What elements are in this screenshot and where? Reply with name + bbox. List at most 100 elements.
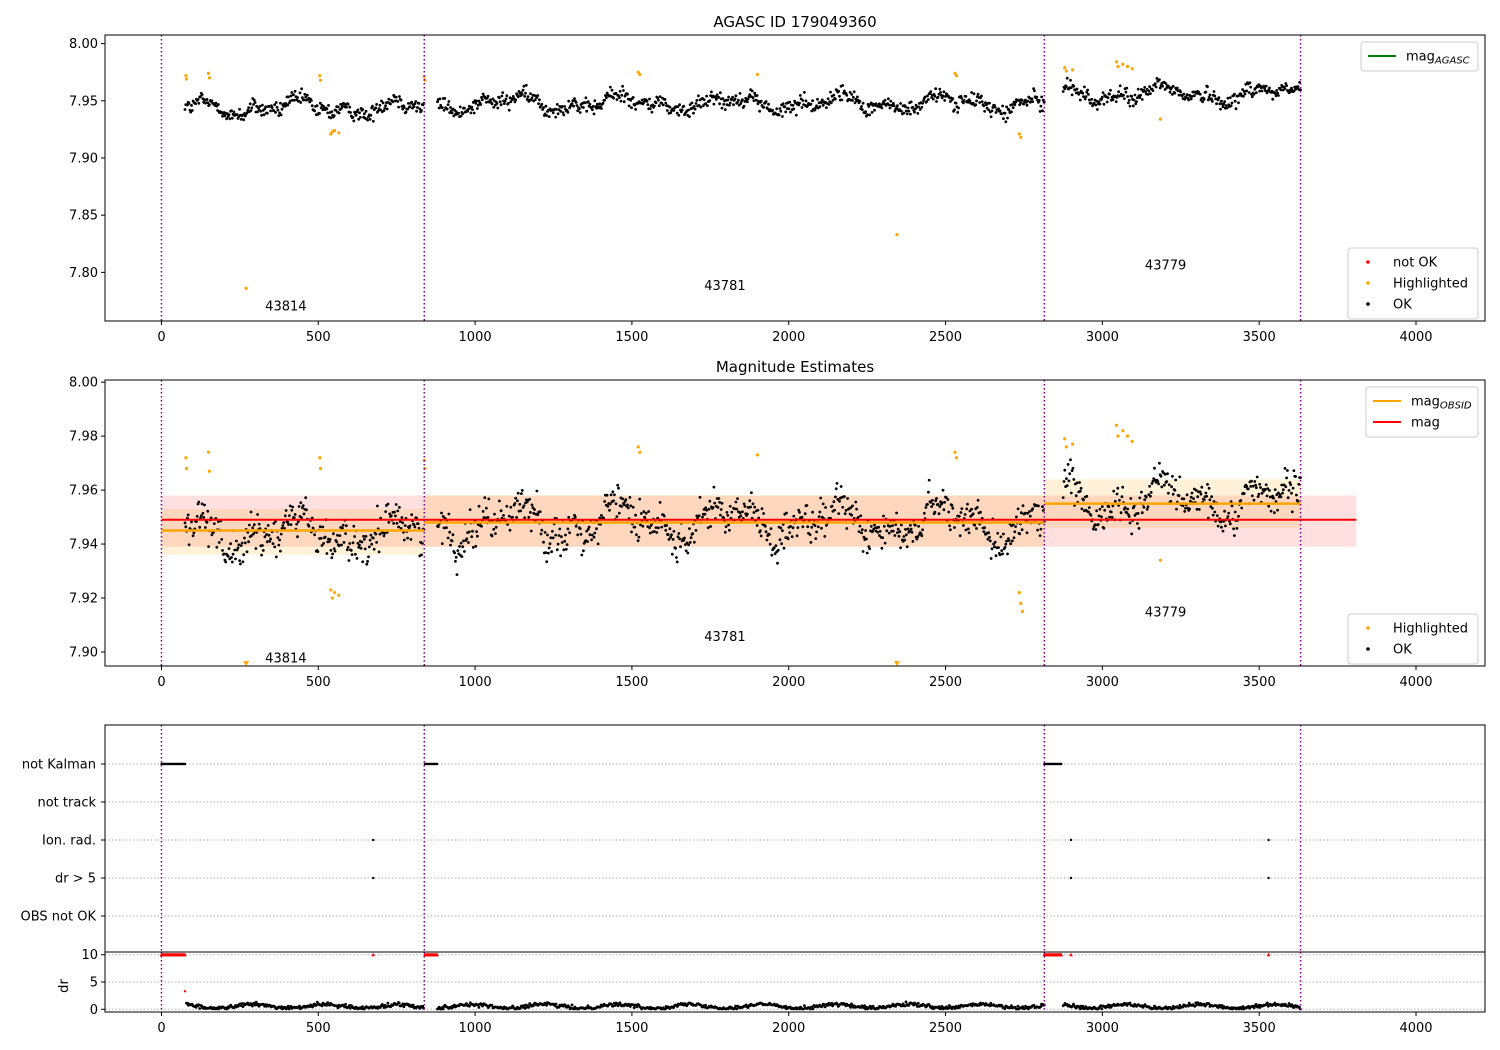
data-point-ok — [692, 540, 696, 544]
data-point-ok — [608, 502, 612, 506]
x-tick-label: 2500 — [929, 330, 962, 345]
data-point-ok — [885, 529, 889, 533]
data-point-ok — [869, 101, 873, 105]
data-point-ok — [746, 97, 750, 101]
data-point-ok — [1021, 504, 1025, 508]
data-point-ok — [671, 538, 675, 541]
data-point-ok — [259, 109, 263, 113]
data-point-highlighted — [638, 72, 642, 77]
data-point-ok — [199, 514, 203, 517]
data-point-ok — [498, 96, 501, 100]
data-point-ok — [964, 95, 968, 98]
data-point-ok — [443, 97, 447, 100]
data-point-ok — [571, 99, 575, 103]
data-point-ok — [508, 528, 512, 532]
data-point-ok — [460, 555, 464, 558]
data-point-ok — [247, 106, 251, 110]
data-point-ok — [941, 94, 945, 98]
data-point-ok — [1171, 492, 1175, 496]
obsid-label: 43814 — [265, 651, 306, 666]
data-point-ok — [629, 504, 633, 508]
data-point-ok — [396, 509, 400, 513]
data-point-ok — [368, 117, 372, 121]
data-point-ok — [289, 523, 293, 526]
data-point-ok — [751, 502, 755, 506]
data-point-ok — [1162, 483, 1166, 487]
flag-row-label: OBS not OK — [21, 910, 97, 925]
data-point-ok — [858, 99, 862, 103]
data-point-ok — [265, 111, 269, 115]
data-point-ok — [383, 106, 387, 110]
data-point-ok — [1010, 539, 1014, 543]
data-point-ok — [682, 104, 686, 108]
data-point-ok — [243, 536, 246, 540]
data-point-ok — [871, 529, 875, 533]
data-point-ok — [538, 510, 542, 514]
data-point-ok — [325, 552, 329, 555]
data-point-ok — [956, 111, 960, 114]
data-point-ok — [1007, 539, 1011, 542]
data-point-ok — [831, 99, 835, 102]
data-point-ok — [832, 93, 836, 97]
data-point-ok — [445, 107, 449, 111]
data-point-ok — [299, 101, 303, 104]
data-point-ok — [818, 105, 822, 108]
data-point-ok — [1299, 88, 1302, 92]
dr-point — [904, 1000, 908, 1004]
data-point-ok — [736, 497, 739, 500]
data-point-ok — [676, 105, 680, 108]
data-point-ok — [677, 532, 681, 535]
data-point-ok — [1136, 87, 1140, 91]
data-point-ok — [281, 524, 285, 527]
data-point-ok — [616, 483, 620, 487]
data-point-ok — [463, 106, 466, 110]
x-tick-label: 2000 — [772, 1021, 805, 1036]
data-point-ok — [624, 498, 628, 501]
data-point-ok — [861, 101, 865, 105]
data-point-ok — [1223, 509, 1226, 513]
data-point-ok — [1258, 89, 1262, 93]
data-point-ok — [994, 111, 998, 114]
data-point-ok — [486, 94, 490, 98]
data-point-ok — [878, 534, 881, 537]
data-point-ok — [613, 493, 616, 497]
data-point-ok — [331, 552, 334, 556]
data-point-ok — [318, 112, 321, 115]
data-point-ok — [877, 525, 880, 529]
data-point-ok — [217, 520, 220, 523]
data-point-ok — [1142, 505, 1146, 509]
data-point-ok — [190, 520, 193, 524]
x-tick-label: 1000 — [459, 675, 492, 690]
dr-clipped-marker — [1266, 952, 1271, 957]
x-tick-label: 500 — [306, 675, 331, 690]
data-point-ok — [187, 543, 191, 547]
data-point-ok — [1234, 107, 1238, 111]
data-point-ok — [228, 117, 232, 121]
data-point-ok — [212, 522, 216, 525]
data-point-ok — [1125, 86, 1129, 90]
dr-point — [1010, 1004, 1013, 1008]
data-point-ok — [1284, 485, 1288, 489]
data-point-ok — [376, 109, 380, 113]
data-point-ok — [980, 94, 983, 98]
data-point-ok — [1228, 96, 1232, 99]
data-point-ok — [310, 99, 313, 102]
data-point-ok — [1211, 506, 1214, 510]
data-point-ok — [1011, 523, 1015, 527]
data-point-ok — [1133, 514, 1137, 517]
data-point-ok — [823, 535, 827, 538]
data-point-ok — [493, 512, 496, 516]
data-point-ok — [993, 540, 997, 544]
data-point-ok — [538, 98, 541, 102]
data-point-ok — [769, 527, 773, 530]
data-point-ok — [914, 103, 918, 107]
data-point-ok — [620, 505, 624, 508]
data-point-ok — [1132, 505, 1136, 508]
data-point-ok — [442, 526, 446, 530]
y-tick-label: 10 — [81, 948, 98, 963]
data-point-ok — [626, 503, 629, 507]
data-point-ok — [1039, 104, 1043, 108]
data-point-ok — [1178, 475, 1182, 479]
data-point-ok — [1185, 493, 1189, 497]
data-point-ok — [784, 110, 788, 114]
